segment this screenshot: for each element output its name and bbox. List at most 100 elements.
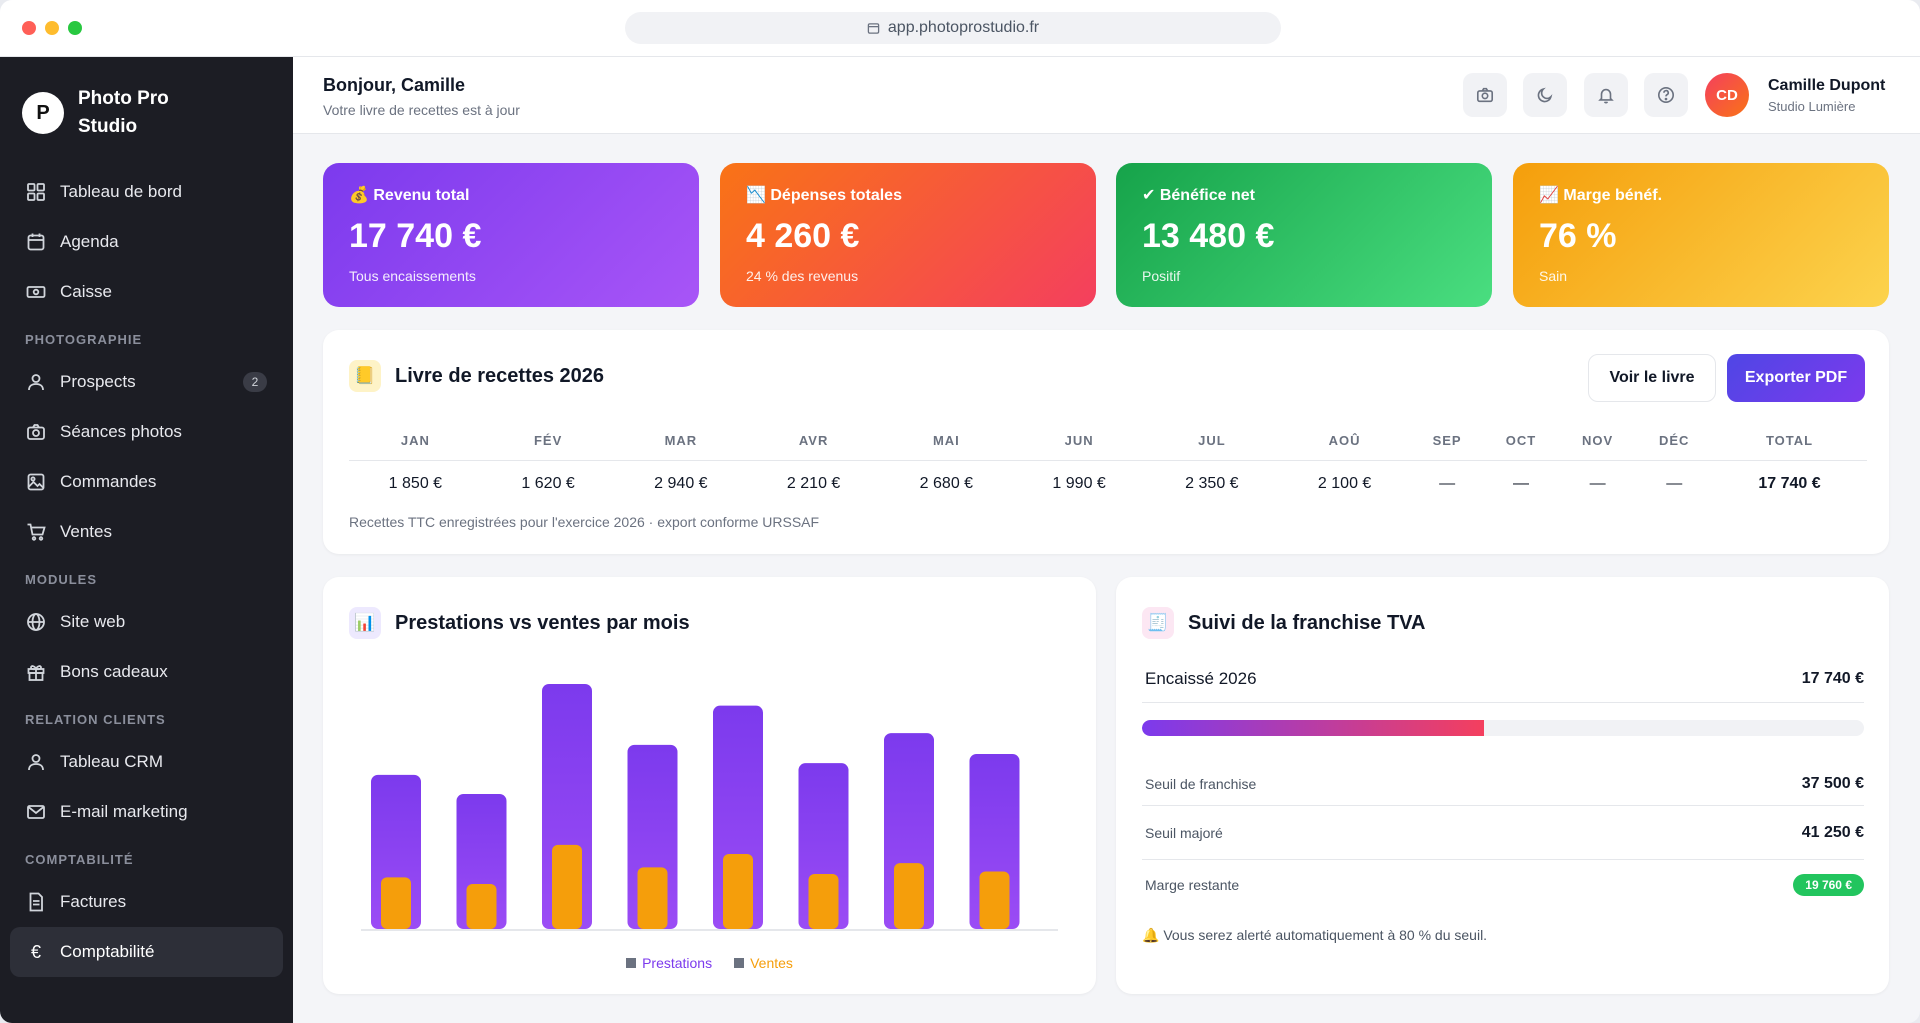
- stat-value: 76 %: [1539, 217, 1617, 255]
- sidebar-item-site-web[interactable]: Site web: [10, 597, 283, 647]
- ledger-header-cell: NOV: [1558, 422, 1637, 461]
- stat-value: 4 260 €: [746, 217, 860, 255]
- ledger-title-text: Livre de recettes 2026: [395, 364, 605, 387]
- ledger-header-cell: JUL: [1145, 422, 1279, 461]
- bar-ventes-avr[interactable]: [637, 867, 668, 929]
- bar-ventes-mar[interactable]: [552, 844, 582, 929]
- camera-button[interactable]: [1463, 73, 1507, 117]
- sidebar-item-email-marketing[interactable]: E-mail marketing: [10, 787, 283, 837]
- ledger-header-cell: MAR: [614, 422, 748, 461]
- address-bar[interactable]: app.photoprostudio.fr: [625, 12, 1281, 44]
- stat-label: ✔ Bénéfice net: [1142, 187, 1255, 204]
- bell-icon: [1598, 88, 1614, 104]
- stat-subtitle: Positif: [1142, 268, 1181, 284]
- sidebar-item-ventes[interactable]: Ventes: [10, 507, 283, 557]
- vat-collected-value: 17 740 €: [1801, 669, 1864, 687]
- sidebar-item-bons-cadeaux[interactable]: Bons cadeaux: [10, 647, 283, 697]
- legend-item-prestations: Prestations: [626, 955, 712, 971]
- ledger-note: Recettes TTC enregistrées pour l'exercic…: [349, 514, 820, 530]
- ledger-value-cell: —: [1439, 475, 1456, 493]
- sidebar-item-tableau-crm[interactable]: Tableau CRM: [10, 737, 283, 787]
- vat-upper-row: Seuil majoré 41 250 €: [1142, 806, 1864, 860]
- ledger-header-cell: SEP: [1411, 422, 1484, 461]
- vat-threshold-value: 37 500 €: [1801, 774, 1864, 792]
- brand-logo: P: [22, 92, 64, 134]
- user-icon: [28, 754, 44, 771]
- vat-progress-bar: [1142, 720, 1864, 736]
- close-window-button[interactable]: [22, 21, 36, 35]
- brand[interactable]: P Photo Pro Studio: [22, 85, 188, 141]
- document-icon: [29, 892, 43, 912]
- ledger-header-cell: TOTAL: [1712, 422, 1867, 461]
- sidebar-item-agenda[interactable]: Agenda: [10, 217, 283, 267]
- vat-progress-fill: [1142, 720, 1484, 736]
- stat-card-margin: 📈 Marge bénéf. 76 % Sain: [1513, 163, 1889, 307]
- sidebar-item-caisse[interactable]: Caisse: [10, 267, 283, 317]
- sidebar-item-label: Factures: [60, 892, 127, 911]
- chart-icon: 📊: [349, 607, 381, 639]
- ledger-value-cell: —: [1589, 475, 1606, 493]
- minimize-window-button[interactable]: [45, 21, 59, 35]
- sidebar-item-label: Commandes: [60, 472, 157, 491]
- view-ledger-button[interactable]: Voir le livre: [1588, 354, 1716, 402]
- sidebar-item-seances[interactable]: Séances photos: [10, 407, 283, 457]
- stat-subtitle: 24 % des revenus: [746, 268, 859, 284]
- legend-label: Prestations: [642, 955, 713, 971]
- notifications-button[interactable]: [1584, 73, 1628, 117]
- sidebar-item-label: Agenda: [60, 232, 119, 251]
- top-header: Bonjour, Camille Votre livre de recettes…: [293, 57, 1920, 134]
- bar-ventes-fév[interactable]: [466, 884, 497, 929]
- receipt-icon: 🧾: [1142, 607, 1174, 639]
- ledger-card: 📒 Livre de recettes 2026 Voir le livre E…: [323, 330, 1889, 554]
- user-name: Camille Dupont: [1768, 77, 1886, 94]
- vat-collected-row: Encaissé 2026 17 740 €: [1142, 655, 1864, 703]
- help-button[interactable]: [1644, 73, 1688, 117]
- calendar-icon: [27, 233, 45, 251]
- bar-chart: [361, 684, 1058, 931]
- camera-icon: [27, 424, 45, 440]
- ledger-header-cell: AVR: [747, 422, 880, 461]
- bar-ventes-mai[interactable]: [723, 854, 753, 929]
- bar-ventes-jul[interactable]: [894, 863, 924, 929]
- ledger-header-cell: OCT: [1483, 422, 1559, 461]
- maximize-window-button[interactable]: [68, 21, 82, 35]
- ledger-header-cell: AOÛ: [1278, 422, 1411, 461]
- sidebar-item-label: Ventes: [60, 522, 112, 541]
- vat-threshold-label: Seuil de franchise: [1145, 775, 1257, 792]
- ledger-table: JAN FÉV MAR AVR MAI JUN JUL AOÛ SEP OCT NOV DÉC TOTA…: [349, 422, 1867, 508]
- table-row: 1 850 € 1 620 € 2 940 € 2 210 € 2 680 € 1 990…: [349, 460, 1867, 508]
- export-pdf-button[interactable]: Exporter PDF: [1727, 354, 1865, 402]
- legend-label: Ventes: [750, 955, 793, 971]
- mail-icon: [27, 805, 45, 819]
- bar-ventes-jan[interactable]: [381, 877, 411, 929]
- legend-item-ventes: Ventes: [734, 955, 793, 971]
- stat-card-expenses: 📉 Dépenses totales 4 260 € 24 % des reve…: [720, 163, 1096, 307]
- sidebar-item-prospects[interactable]: Prospects 2: [10, 357, 283, 407]
- camera-icon: [1476, 87, 1494, 103]
- avatar[interactable]: CD: [1705, 73, 1749, 117]
- help-icon: [1657, 86, 1675, 104]
- sidebar-item-label: Séances photos: [60, 422, 182, 441]
- sidebar-item-comptabilite[interactable]: € Comptabilité: [10, 927, 283, 977]
- dark-mode-button[interactable]: [1523, 73, 1567, 117]
- ledger-value-cell: 1 990 €: [1052, 475, 1106, 493]
- chart-title-text: Prestations vs ventes par mois: [395, 611, 690, 634]
- sidebar-item-factures[interactable]: Factures: [10, 877, 283, 927]
- stat-card-net-profit: ✔ Bénéfice net 13 480 € Positif: [1116, 163, 1492, 307]
- prospects-count-badge: 2: [243, 372, 267, 392]
- ledger-title: 📒 Livre de recettes 2026: [349, 360, 604, 392]
- vat-remaining-badge: 19 760 €: [1793, 874, 1864, 896]
- legend-swatch: [734, 958, 745, 968]
- ledger-value-cell: 17 740 €: [1758, 475, 1821, 493]
- stat-subtitle: Sain: [1539, 268, 1568, 284]
- bar-ventes-jun[interactable]: [808, 874, 839, 929]
- greeting: Bonjour, Camille Votre livre de recettes…: [323, 75, 520, 118]
- chart-title: 📊 Prestations vs ventes par mois: [349, 607, 690, 639]
- sidebar-item-commandes[interactable]: Commandes: [10, 457, 283, 507]
- gift-icon: [27, 665, 45, 681]
- bar-ventes-aoû[interactable]: [979, 871, 1010, 930]
- stat-label: 📉 Dépenses totales: [746, 187, 902, 204]
- sidebar-item-dashboard[interactable]: Tableau de bord: [10, 167, 283, 217]
- cash-icon: [26, 286, 46, 298]
